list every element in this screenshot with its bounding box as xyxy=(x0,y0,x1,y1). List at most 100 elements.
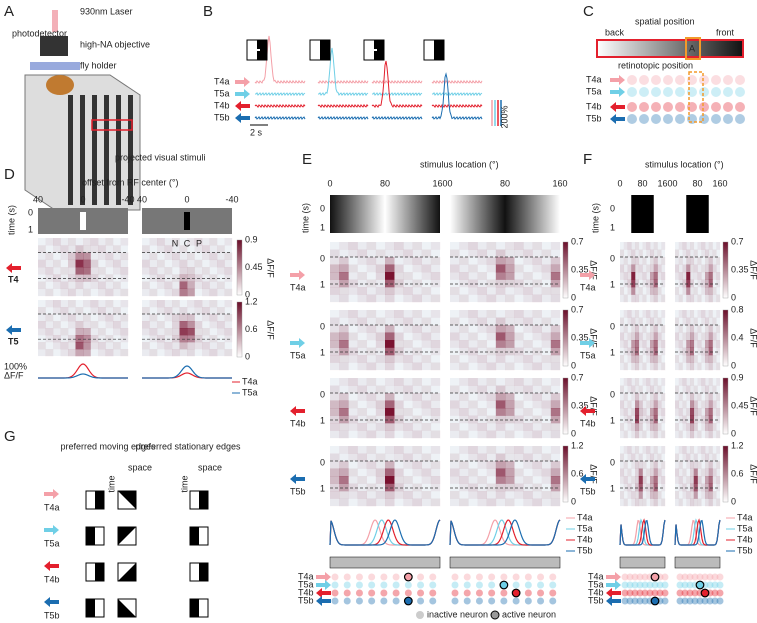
heat-cell xyxy=(339,408,349,416)
heat-cell xyxy=(367,423,376,431)
heat-cell xyxy=(366,468,377,477)
heat-cell xyxy=(121,321,129,328)
heat-cell xyxy=(468,483,478,492)
heat-cell xyxy=(339,446,349,454)
heat-cell xyxy=(635,340,640,348)
heat-cell xyxy=(459,257,469,265)
heat-cell xyxy=(394,483,404,492)
heat-cell xyxy=(75,259,84,268)
heat-cell xyxy=(627,415,632,424)
heat-cell xyxy=(698,333,702,341)
heat-cell xyxy=(459,340,469,348)
heat-cell xyxy=(495,468,506,477)
heat-cell xyxy=(690,393,695,401)
heat-cell xyxy=(421,491,432,499)
heat-cell xyxy=(412,461,422,469)
heat-cell xyxy=(68,245,76,253)
heat-cell xyxy=(339,430,349,439)
heat-cell xyxy=(505,430,515,439)
heat-cell xyxy=(705,257,710,265)
heat-cell xyxy=(330,468,340,477)
neuron-dot xyxy=(723,114,733,124)
heat-cell xyxy=(224,314,233,322)
colorbar xyxy=(722,309,729,367)
heat-cell xyxy=(697,242,702,250)
heat-cell xyxy=(339,491,349,499)
heat-cell xyxy=(38,328,46,336)
heat-cell xyxy=(532,461,542,469)
stimulus-dark xyxy=(631,195,654,233)
stimulus-strip xyxy=(329,556,441,569)
heat-cell xyxy=(187,267,195,275)
heat-cell xyxy=(550,264,561,273)
neuron-dot xyxy=(663,114,673,124)
heat-cell xyxy=(620,385,625,394)
heat-cell xyxy=(701,378,706,386)
heat-cell xyxy=(523,484,532,492)
heat-cell xyxy=(98,314,106,322)
colorbar xyxy=(562,309,569,367)
heat-cell xyxy=(468,415,478,424)
neuron-label: T4a xyxy=(290,282,306,292)
heat-cell xyxy=(523,355,533,363)
heat-cell xyxy=(339,332,349,341)
heat-cell xyxy=(523,416,532,424)
heat-cell xyxy=(394,340,404,348)
heat-cell xyxy=(686,317,691,326)
neuron-dot xyxy=(676,597,684,605)
heat-cell xyxy=(642,446,647,454)
heat-cell xyxy=(224,252,233,261)
objective xyxy=(40,36,68,56)
heat-cell xyxy=(716,498,721,507)
heat-cell xyxy=(620,393,624,401)
heat-cell xyxy=(495,279,506,288)
heat-cell xyxy=(623,272,628,280)
heat-cell xyxy=(550,279,561,288)
heat-cell xyxy=(120,300,129,308)
heat-cell xyxy=(468,468,478,477)
heat-cell xyxy=(638,461,643,469)
heat-cell xyxy=(683,257,687,265)
neuron-dot xyxy=(512,573,520,581)
heat-cell xyxy=(708,249,713,258)
heat-cell xyxy=(339,318,348,326)
active-neuron xyxy=(695,580,705,590)
heat-cell xyxy=(330,453,340,462)
heat-cell xyxy=(620,317,625,326)
heat-cell xyxy=(708,483,713,492)
neuron-dot xyxy=(380,589,388,597)
heat-cell xyxy=(217,245,225,253)
heat-cell xyxy=(523,430,533,439)
heat-cell xyxy=(620,249,625,258)
heat-cell xyxy=(330,476,340,484)
neuron-dot xyxy=(711,102,721,112)
heat-cell xyxy=(495,453,506,462)
heat-cell xyxy=(172,321,180,329)
heat-cell xyxy=(113,349,121,356)
mean-trace xyxy=(449,519,561,546)
heat-cell xyxy=(650,468,655,477)
heat-cell xyxy=(422,461,431,469)
neuron-dot xyxy=(735,114,745,124)
heat-cell xyxy=(650,340,655,348)
label: 1 xyxy=(610,483,615,493)
heat-cell xyxy=(705,355,710,363)
legend-label: T4b xyxy=(577,534,593,544)
heat-cell xyxy=(532,430,542,439)
row-label: T4 xyxy=(8,274,19,284)
heat-cell xyxy=(620,491,625,499)
heat-cell xyxy=(367,386,376,394)
heat-cell xyxy=(712,400,717,409)
heat-cell xyxy=(375,393,386,401)
heat-cell xyxy=(83,342,91,350)
heat-cell xyxy=(523,362,533,371)
heat-cell xyxy=(157,342,165,350)
heat-cell xyxy=(210,245,218,253)
heat-cell xyxy=(348,272,357,280)
heat-cell xyxy=(468,317,478,326)
mean-trace xyxy=(38,373,128,379)
heat-cell xyxy=(523,476,533,484)
heat-cell xyxy=(635,408,640,416)
heat-cell xyxy=(505,257,515,265)
heat-cell xyxy=(675,461,679,469)
